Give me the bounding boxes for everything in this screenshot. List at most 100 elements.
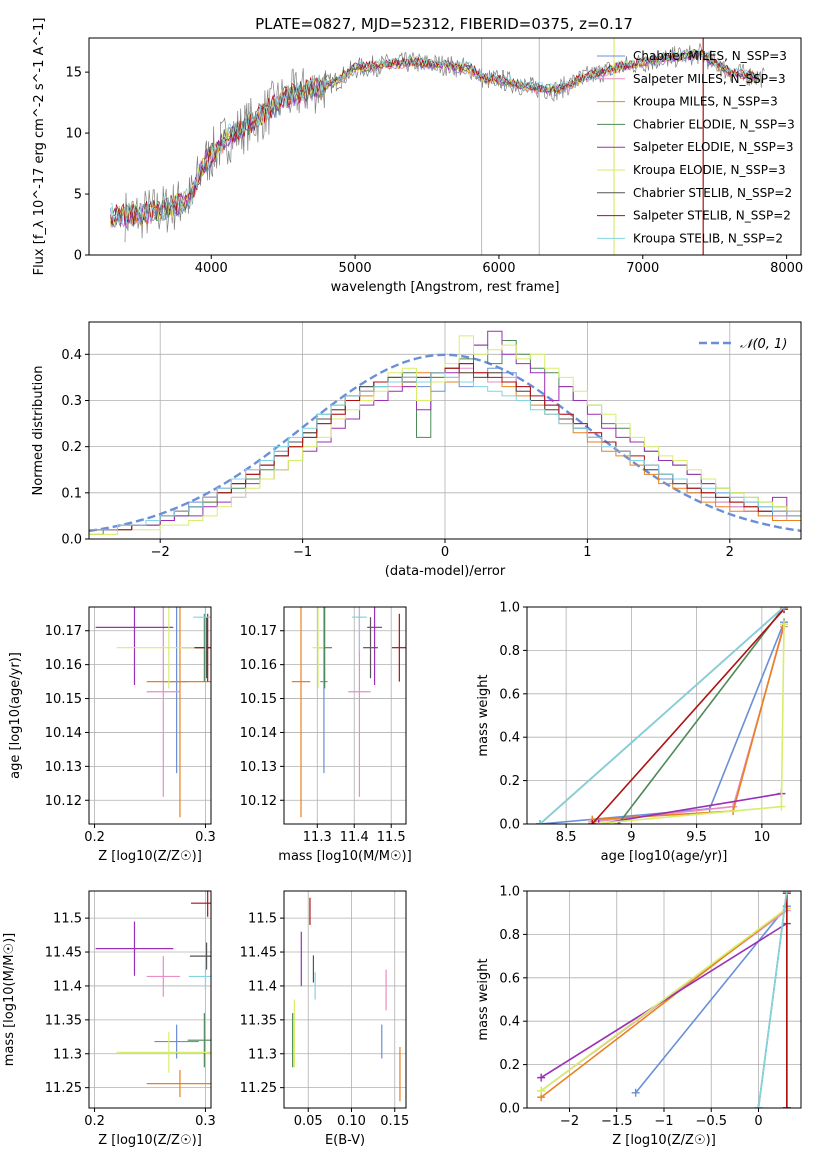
x-tick-label: 0.3 <box>195 830 216 845</box>
x-tick-label: 9.5 <box>686 830 707 845</box>
x-tick-label: 0.05 <box>294 1114 323 1129</box>
panel-age_vs_mass: 11.3 11.4 11.5 10.12 10.13 10.14 10.15 10.16 10.… <box>240 606 412 864</box>
y-tick-label: 0.6 <box>499 687 520 702</box>
weight-line <box>540 907 788 1092</box>
y-tick-label: 10.12 <box>45 794 82 809</box>
y-tick-label: 0.8 <box>499 644 520 659</box>
y-tick-label: 10.16 <box>45 658 82 673</box>
y-tick-label: 10.16 <box>240 658 277 673</box>
y-tick-label: 10 <box>65 127 82 142</box>
x-axis-label: wavelength [Angstrom, rest frame] <box>331 280 560 295</box>
plot-area <box>95 891 211 1098</box>
x-tick-label: 10 <box>754 830 771 845</box>
x-tick-label: −1 <box>654 1114 673 1129</box>
axes-frame <box>526 606 802 825</box>
legend-label: Chabrier ELODIE, N_SSP=3 <box>633 117 795 131</box>
y-tick-label: 11.3 <box>248 1047 277 1062</box>
y-tick-label: 0.1 <box>61 486 82 501</box>
y-axis-label: mass weight <box>476 958 491 1040</box>
residual-histogram <box>89 372 801 531</box>
x-axis-label: Z [log10(Z/Z☉)] <box>98 849 202 864</box>
y-axis-label: age [log10(age/yr)] <box>8 652 23 779</box>
legend-label-text: Salpeter MILES, N_SSP=3 <box>633 72 786 86</box>
legend-label: Salpeter STELIB, N_SSP=2 <box>633 209 791 223</box>
x-tick-label: 0.15 <box>380 1114 409 1129</box>
plot-area <box>110 38 765 255</box>
x-tick-label: 11.5 <box>377 830 406 845</box>
axes-frame <box>88 890 212 1109</box>
model-spectrum-line <box>110 50 759 227</box>
legend-label: Kroupa ELODIE, N_SSP=3 <box>633 163 786 177</box>
legend-label: Chabrier MILES, N_SSP=3 <box>633 49 787 63</box>
weight-marker <box>780 620 789 629</box>
weight-marker <box>631 1088 640 1097</box>
y-tick-label: 10.13 <box>45 760 82 775</box>
y-axis-label: mass weight <box>476 674 491 756</box>
panel-residuals: −2 −1 0 1 2 0.0 0.1 0.2 0.3 0.4 (data-model)/error… <box>31 321 802 579</box>
y-tick-label: 0.4 <box>499 1015 520 1030</box>
y-tick-label: 11.4 <box>53 979 82 994</box>
y-tick-label: 10.15 <box>45 692 82 707</box>
y-tick-label: 15 <box>65 66 82 81</box>
x-tick-label: 0 <box>754 1114 762 1129</box>
y-tick-label: 0.2 <box>61 440 82 455</box>
panel-spectrum: 4000 5000 6000 7000 8000 0 5 10 15 wavelength [An… <box>32 18 803 295</box>
x-tick-label: 4000 <box>195 261 228 276</box>
legend-label-text: Salpeter ELODIE, N_SSP=3 <box>633 140 794 154</box>
weight-marker <box>537 1073 546 1082</box>
y-tick-label: 0.0 <box>499 1102 520 1117</box>
y-tick-label: 11.3 <box>53 1047 82 1062</box>
legend-label: Salpeter ELODIE, N_SSP=3 <box>633 140 794 154</box>
weight-marker <box>782 1104 791 1108</box>
x-tick-label: −1 <box>293 545 312 560</box>
legend-label: Chabrier STELIB, N_SSP=2 <box>633 186 792 200</box>
legend-label-text: Salpeter STELIB, N_SSP=2 <box>633 209 791 223</box>
x-tick-label: −1.5 <box>601 1114 633 1129</box>
y-tick-label: 10.14 <box>240 726 277 741</box>
x-tick-label: 1 <box>583 545 591 560</box>
x-tick-label: −2 <box>151 545 170 560</box>
normal-distribution-curve <box>89 353 801 533</box>
y-tick-label: 0.4 <box>61 348 82 363</box>
x-tick-label: 0.2 <box>84 1114 105 1129</box>
y-tick-label: 11.35 <box>240 1013 277 1028</box>
panel-mass_vs_ebv: 0.05 0.10 0.15 11.25 11.3 11.35 11.4 11.45 11.5 E… <box>240 890 409 1148</box>
y-axis-label: mass [log10(M/M☉)] <box>2 933 17 1066</box>
weight-marker <box>588 820 597 824</box>
y-tick-label: 0 <box>74 249 82 264</box>
y-tick-label: 11.25 <box>240 1081 277 1096</box>
y-tick-label: 1.0 <box>499 601 520 616</box>
weight-line <box>540 922 788 1079</box>
y-tick-label: 11.45 <box>45 946 82 961</box>
x-tick-label: 8000 <box>770 261 803 276</box>
legend: Chabrier MILES, N_SSP=3 Salpeter MILES, N… <box>597 49 795 245</box>
x-axis-label: (data-model)/error <box>385 564 506 579</box>
x-tick-label: 7000 <box>626 261 659 276</box>
legend-label-text: Kroupa MILES, N_SSP=3 <box>633 95 778 109</box>
x-tick-label: 8.5 <box>556 830 577 845</box>
residual-histogram <box>89 335 801 535</box>
y-tick-label: 11.45 <box>240 946 277 961</box>
y-tick-label: 10.13 <box>240 760 277 775</box>
weight-line <box>617 607 785 824</box>
x-tick-label: −0.5 <box>695 1114 727 1129</box>
x-axis-label: Z [log10(Z/Z☉)] <box>612 1133 716 1148</box>
legend-label-text: Chabrier MILES, N_SSP=3 <box>633 49 787 63</box>
y-tick-label: 0.0 <box>499 818 520 833</box>
weight-marker <box>537 1086 546 1095</box>
legend-label-text: Kroupa ELODIE, N_SSP=3 <box>633 163 786 177</box>
model-spectrum-line <box>110 49 758 224</box>
x-tick-label: 0.10 <box>337 1114 366 1129</box>
weight-line <box>757 891 788 1108</box>
y-tick-label: 0.4 <box>499 731 520 746</box>
y-tick-label: 0.2 <box>499 1058 520 1073</box>
weight-line <box>540 907 788 1098</box>
x-axis-label: E(B-V) <box>325 1133 365 1148</box>
weight-marker <box>777 802 786 811</box>
legend-label: Salpeter MILES, N_SSP=3 <box>633 72 786 86</box>
weight-marker <box>782 891 791 895</box>
panel-mass_vs_Z: 0.2 0.3 11.25 11.3 11.35 11.4 11.45 11.5 Z [log1… <box>2 890 216 1148</box>
x-tick-label: 11.3 <box>303 830 332 845</box>
weight-marker <box>594 820 603 824</box>
